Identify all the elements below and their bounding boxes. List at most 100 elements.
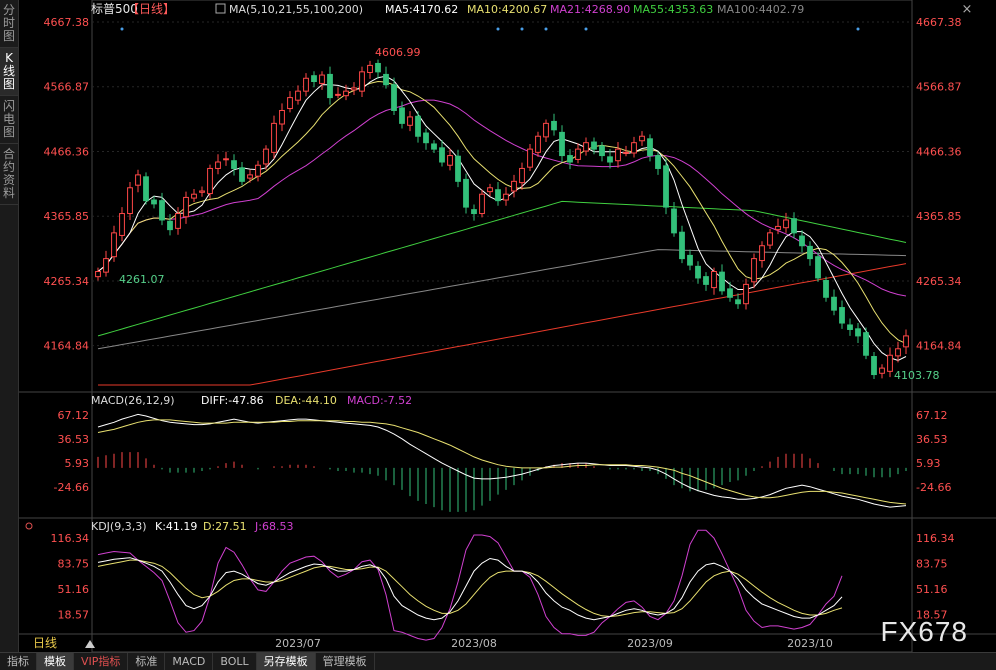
- candle-body: [503, 193, 509, 201]
- candle-body: [639, 135, 645, 142]
- indicator-settings-icon: [25, 522, 33, 530]
- kdj-tick-right: 51.16: [916, 583, 948, 596]
- candle-body: [431, 143, 437, 150]
- candle: [823, 276, 829, 302]
- candle: [135, 169, 141, 193]
- candle: [471, 204, 477, 221]
- candle: [487, 183, 493, 197]
- candle-body: [903, 335, 909, 348]
- candle-body: [751, 258, 757, 283]
- candle-body: [111, 232, 117, 258]
- candle-body: [727, 288, 733, 298]
- candle-body: [103, 258, 109, 273]
- candle-body: [447, 155, 453, 166]
- candle-body: [831, 296, 837, 311]
- candle: [671, 201, 677, 237]
- candle: [231, 154, 237, 176]
- bottom-tab-4[interactable]: MACD: [165, 653, 214, 670]
- candle: [631, 136, 637, 158]
- candle-body: [551, 120, 557, 131]
- bottom-tab-5[interactable]: BOLL: [213, 653, 257, 670]
- candle-body: [703, 276, 709, 285]
- bottom-tab-1[interactable]: 模板: [37, 653, 74, 670]
- candle-body: [271, 122, 277, 153]
- candle-body: [671, 208, 677, 234]
- bottom-tab-6[interactable]: 另存模板: [256, 653, 316, 670]
- candle-body: [191, 193, 197, 199]
- macd-tick-right: 36.53: [916, 433, 948, 446]
- bottom-toolbar: 指标 模板 VIP指标 标准 MACD BOLL 另存模板 管理模板: [0, 652, 996, 670]
- candle-body: [247, 174, 253, 179]
- candle: [295, 85, 301, 105]
- candle-body: [295, 90, 301, 101]
- legend-ma-0: MA(5,10,21,55,100,200): [229, 3, 363, 16]
- candle: [455, 149, 461, 188]
- candle: [567, 149, 573, 170]
- candle-body: [479, 193, 485, 215]
- candle: [407, 111, 413, 132]
- candle: [287, 91, 293, 113]
- candle-body: [351, 87, 357, 91]
- candle-body: [615, 148, 621, 162]
- bottom-tab-0[interactable]: 指标: [0, 653, 37, 670]
- candle-body: [583, 142, 589, 152]
- candle: [311, 71, 317, 88]
- kdj-tick-left: 18.57: [58, 609, 90, 622]
- candle: [327, 66, 333, 105]
- candle: [383, 66, 389, 89]
- candle: [887, 347, 893, 378]
- candle: [215, 154, 221, 175]
- candle: [431, 140, 437, 153]
- candle: [495, 181, 501, 206]
- price-tick-label-left: 4667.38: [44, 16, 90, 29]
- candle: [639, 131, 645, 146]
- candle-body: [743, 283, 749, 305]
- candle: [871, 352, 877, 380]
- tab-kline[interactable]: K线图: [0, 48, 18, 96]
- candle: [343, 84, 349, 101]
- price-tick-label-left: 4566.87: [44, 81, 90, 94]
- candle: [663, 158, 669, 215]
- candle-body: [199, 190, 205, 193]
- candle: [863, 327, 869, 360]
- tab-timeshare[interactable]: 分时图: [0, 0, 18, 48]
- candle-body: [415, 115, 421, 137]
- tab-flash[interactable]: 闪电图: [0, 96, 18, 144]
- x-tick-label: 2023/09: [627, 637, 673, 650]
- candle: [167, 214, 173, 236]
- candle: [279, 103, 285, 132]
- candle: [647, 134, 653, 162]
- legend-ma-3: MA21:4268.90: [550, 3, 630, 16]
- period-selector: 日线: [33, 636, 57, 650]
- candle: [615, 142, 621, 168]
- macd-diff-label: DIFF:-47.86: [201, 394, 264, 407]
- price-tick-label-left: 4164.84: [44, 340, 90, 353]
- macd-tick-left: 67.12: [58, 409, 90, 422]
- candle: [511, 174, 517, 198]
- candle: [575, 143, 581, 164]
- bottom-tab-2[interactable]: VIP指标: [74, 653, 129, 670]
- candle: [239, 162, 245, 186]
- candle: [503, 187, 509, 206]
- candle: [439, 140, 445, 167]
- left-price-annotation: 4261.07: [119, 273, 165, 286]
- candle-body: [719, 271, 725, 292]
- candle: [479, 189, 485, 218]
- bottom-tab-7[interactable]: 管理模板: [316, 653, 375, 670]
- candle: [103, 250, 109, 277]
- macd-tick-left: -24.66: [54, 481, 89, 494]
- candle-body: [535, 135, 541, 153]
- plot-border: [91, 0, 913, 652]
- candle-body: [791, 218, 797, 234]
- candle: [743, 278, 749, 310]
- legend-box-icon: [215, 3, 226, 14]
- candle-body: [423, 132, 429, 144]
- candle: [847, 318, 853, 336]
- tab-contract-info[interactable]: 合约资料: [0, 144, 18, 205]
- candle-body: [607, 156, 613, 163]
- event-dot: [544, 27, 548, 31]
- candle-body: [183, 196, 189, 218]
- candle: [159, 192, 165, 226]
- bottom-tab-3[interactable]: 标准: [128, 653, 166, 670]
- candle-body: [511, 180, 517, 192]
